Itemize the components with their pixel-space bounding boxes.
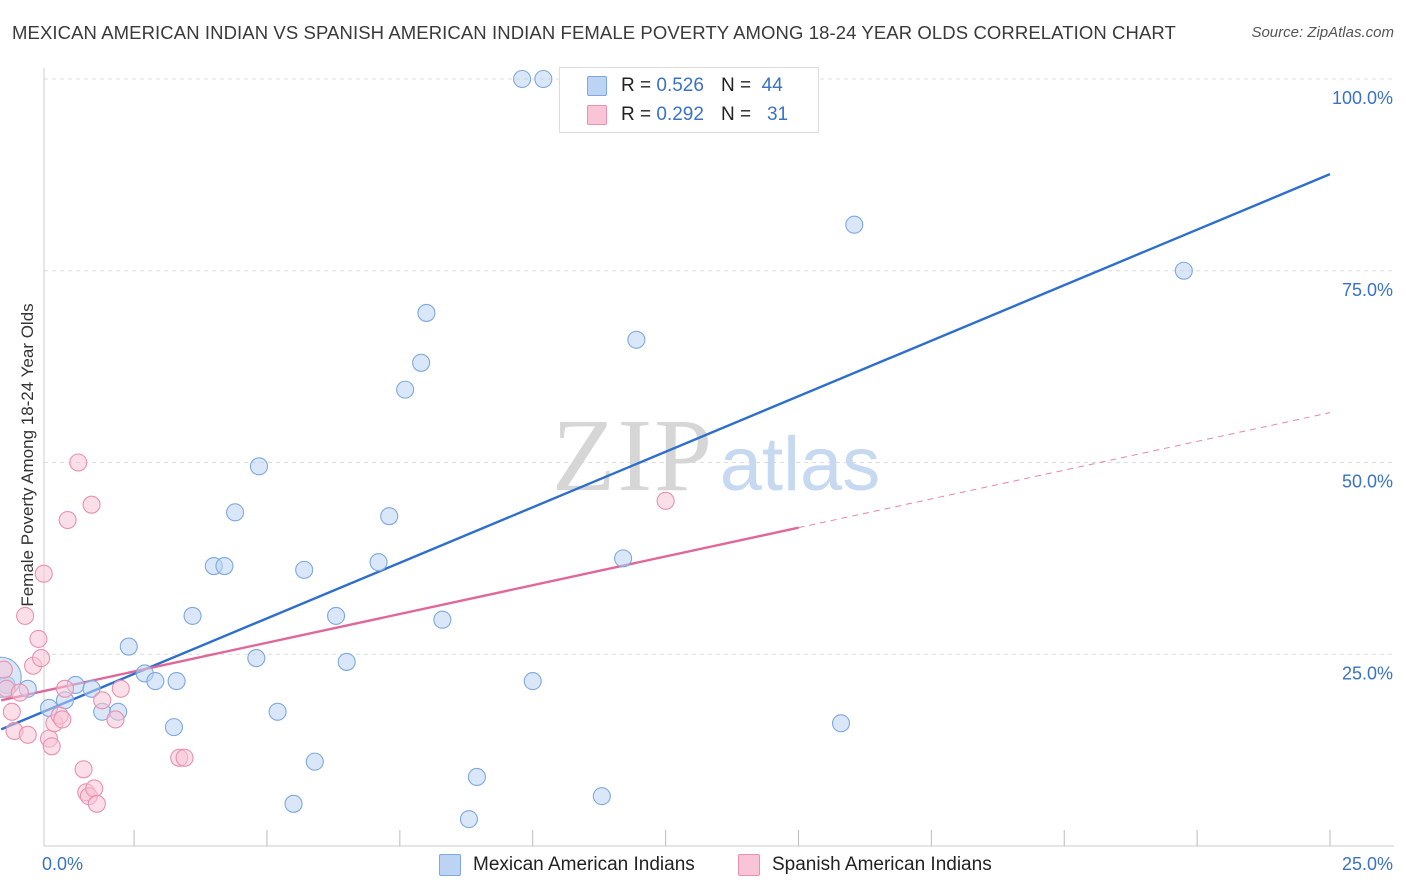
point-spanish: [106, 710, 125, 729]
y-tick-label: 75.0%: [1342, 280, 1393, 300]
series-name-mexican: Mexican American Indians: [473, 854, 695, 875]
trend-line-mexican: [0, 173, 1331, 731]
legend-swatch-mexican: [587, 76, 607, 96]
x-tick-label: 0.0%: [42, 854, 83, 874]
legend-r-label: R =: [621, 104, 652, 125]
y-tick-label: 100.0%: [1332, 88, 1393, 108]
trend-line-spanish: [0, 526, 799, 702]
series-legend-mexican: Mexican American Indians: [439, 852, 695, 878]
point-spanish: [53, 710, 72, 729]
point-mexican: [845, 215, 864, 234]
legend-n-label: N =: [721, 75, 752, 96]
point-spanish: [29, 629, 48, 648]
point-mexican: [396, 380, 415, 399]
point-spanish: [18, 725, 37, 744]
point-spanish: [85, 779, 104, 798]
point-spanish: [55, 679, 75, 698]
point-mexican: [433, 610, 452, 629]
source-label: Source: ZipAtlas.com: [1251, 24, 1394, 41]
watermark: ZIP atlas: [552, 398, 880, 513]
legend-n-value: 31: [766, 104, 789, 125]
legend-row-spanish: R = 0.292 N = 31: [560, 100, 788, 130]
point-mexican: [459, 810, 478, 829]
series-swatch-spanish: [738, 854, 760, 876]
point-mexican: [417, 303, 436, 322]
point-spanish: [656, 491, 675, 510]
point-spanish: [16, 606, 35, 625]
point-mexican: [523, 672, 542, 691]
chart-title: MEXICAN AMERICAN INDIAN VS SPANISH AMERI…: [12, 22, 1176, 43]
point-spanish: [10, 683, 29, 702]
legend-n-value: 44: [761, 75, 783, 96]
point-spanish: [58, 510, 77, 530]
legend-n-label: N =: [721, 104, 752, 125]
watermark-atlas: atlas: [720, 422, 881, 507]
correlation-legend: R = 0.526 N = 44 R = 0.292 N = 31: [559, 67, 819, 133]
point-mexican: [412, 353, 431, 372]
point-spanish: [0, 660, 13, 679]
point-mexican: [82, 679, 101, 698]
point-mexican: [1174, 261, 1193, 280]
point-mexican: [119, 637, 138, 656]
point-mexican: [305, 752, 324, 771]
legend-row-mexican: R = 0.526 N = 44: [560, 71, 783, 101]
trend-lines: [0, 173, 1331, 731]
tick-labels: 100.0% 75.0% 50.0% 25.0% 0.0% 25.0%: [42, 88, 1393, 874]
point-spanish: [2, 702, 21, 721]
series-name-spanish: Spanish American Indians: [772, 854, 992, 875]
point-mexican: [164, 718, 183, 737]
legend-r-value: 0.526: [656, 75, 704, 96]
legend-r-value: 0.292: [656, 104, 704, 125]
point-spanish: [69, 453, 88, 472]
point-mexican: [627, 330, 646, 349]
point-mexican: [183, 606, 202, 625]
point-spanish: [93, 691, 112, 710]
point-mexican: [513, 69, 532, 89]
point-spanish: [82, 495, 101, 514]
point-mexican: [146, 672, 165, 691]
x-tick-label: 25.0%: [1342, 854, 1393, 874]
y-tick-label: 25.0%: [1342, 663, 1393, 683]
point-mexican: [215, 556, 234, 576]
point-mexican: [226, 503, 245, 522]
point-spanish: [42, 737, 61, 756]
watermark-zip: ZIP: [552, 398, 714, 513]
point-mexican: [295, 560, 314, 579]
point-spanish: [111, 679, 130, 698]
point-mexican: [534, 69, 553, 89]
point-spanish: [74, 760, 93, 779]
point-mexican: [614, 549, 633, 568]
point-mexican: [337, 652, 356, 671]
point-mexican: [284, 794, 303, 813]
y-axis-label: Female Poverty Among 18-24 Year Olds: [18, 303, 37, 607]
point-spanish: [34, 564, 53, 583]
point-spanish: [175, 748, 194, 767]
point-mexican: [467, 767, 486, 787]
trend-extension-spanish: [798, 412, 1331, 529]
y-tick-label: 50.0%: [1342, 472, 1393, 492]
legend-r-label: R =: [621, 75, 652, 96]
point-mexican: [380, 507, 399, 526]
axes: [43, 68, 1394, 847]
point-mexican: [247, 649, 266, 668]
point-mexican: [369, 553, 388, 572]
point-mexican: [249, 457, 269, 476]
series-legend-spanish: Spanish American Indians: [738, 852, 992, 878]
legend-swatch-spanish: [587, 105, 607, 125]
point-mexican: [831, 714, 851, 733]
point-mexican: [327, 606, 346, 625]
point-mexican: [592, 787, 611, 806]
point-spanish: [32, 649, 51, 668]
point-spanish: [87, 794, 106, 813]
point-mexican: [167, 672, 186, 691]
series-swatch-mexican: [439, 854, 461, 876]
grid-lines: [44, 78, 1394, 655]
point-mexican: [268, 702, 287, 721]
